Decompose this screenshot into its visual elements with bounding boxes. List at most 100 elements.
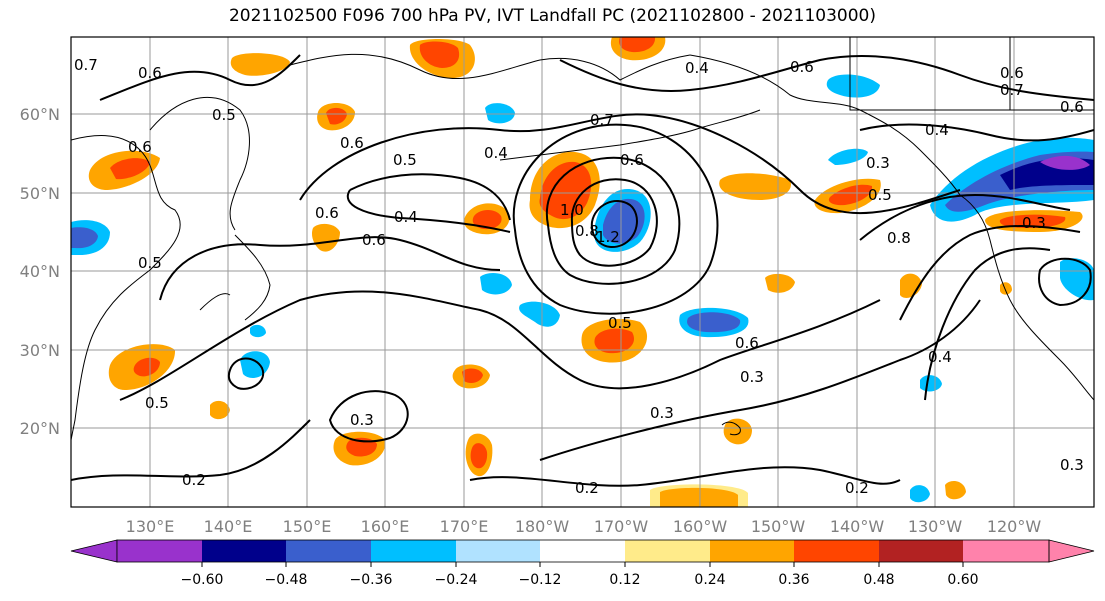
contour-label: 0.2 <box>575 479 599 497</box>
shade-pos-1b <box>472 210 502 230</box>
contour-label: 1.0 <box>560 201 584 219</box>
shade-pos-8b <box>419 41 460 68</box>
map-title: 2021102500 F096 700 hPa PV, IVT Landfall… <box>228 6 876 26</box>
map-area: 0.6 0.7 0.5 0.6 0.6 0.5 0.4 0.5 0.6 0.4 … <box>71 37 1094 507</box>
lon-label: 150°W <box>751 517 806 536</box>
lat-label: 20°N <box>20 419 60 438</box>
contour-labels: 0.6 0.7 0.5 0.6 0.6 0.5 0.4 0.5 0.6 0.4 … <box>74 56 1084 497</box>
contour-label: 0.5 <box>212 106 236 124</box>
colorbar-tick-label: 0.48 <box>863 572 894 588</box>
colorbar-bin <box>794 540 879 562</box>
contour-label: 0.6 <box>735 334 759 352</box>
colorbar-tick-label: 0.36 <box>778 572 809 588</box>
coast-alaska <box>689 54 961 196</box>
contour-label: 0.5 <box>138 254 162 272</box>
contour-label: 0.2 <box>845 479 869 497</box>
lon-label: 180°W <box>515 517 570 536</box>
shade-pos-13b <box>470 443 488 469</box>
contour-low-2 <box>570 178 658 267</box>
coast-kamchatka <box>149 96 250 231</box>
shade-pos-3b <box>828 184 873 206</box>
coast-asia <box>71 135 181 441</box>
lat-label: 60°N <box>20 105 60 124</box>
colorbar-tick-label: 0.60 <box>947 572 978 588</box>
contour-label: 0.6 <box>128 138 152 156</box>
shade-neg-pnw-4 <box>1040 155 1090 170</box>
contour-label: 0.6 <box>362 231 386 249</box>
contour-label: 0.3 <box>740 368 764 386</box>
colorbar-bin <box>117 540 202 562</box>
contour-label: 0.3 <box>1022 214 1046 232</box>
lon-label: 160°W <box>673 517 728 536</box>
contour-02-west <box>71 419 311 481</box>
shade-pos-15b <box>660 487 738 507</box>
shade-neg-9 <box>828 148 868 165</box>
contour-south-1 <box>119 290 881 401</box>
contour-north-2 <box>559 55 1094 101</box>
contour-label: 0.6 <box>1000 64 1024 82</box>
contour-05 <box>299 113 961 215</box>
contour-label: 0.8 <box>887 229 911 247</box>
contour-label: 0.4 <box>685 59 709 77</box>
contour-low-4 <box>512 123 719 315</box>
colorbar-bin <box>879 540 963 562</box>
contour-label: 0.6 <box>1060 98 1084 116</box>
shade-neg-3 <box>519 301 560 327</box>
contour-east-2 <box>899 225 1081 321</box>
shade-pos-21 <box>945 480 966 500</box>
colorbar: −0.60 −0.48 −0.36 −0.24 −0.12 0.12 0.24 … <box>70 539 1095 588</box>
contour-label: 0.6 <box>620 151 644 169</box>
coast-canada <box>849 37 1094 111</box>
shade-pos-22 <box>1000 282 1012 295</box>
contour-label: 0.4 <box>928 348 952 366</box>
shade-pos-low-2 <box>539 161 592 220</box>
colorbar-bin <box>625 540 710 562</box>
contour-label: 0.7 <box>1000 81 1024 99</box>
lon-label: 160°E <box>361 517 410 536</box>
lon-labels: 130°E 140°E 150°E 160°E 170°E 180°W 170°… <box>126 517 1042 536</box>
lat-label: 40°N <box>20 262 60 281</box>
colorbar-bin <box>202 540 286 562</box>
contour-label: 0.3 <box>650 404 674 422</box>
lat-label: 30°N <box>20 341 60 360</box>
shade-pos-9b <box>619 37 656 53</box>
colorbar-tick-label: −0.24 <box>435 572 478 588</box>
contour-low-inner <box>590 200 638 248</box>
colorbar-extend-high <box>1048 539 1095 563</box>
shade-neg-12 <box>250 324 266 338</box>
shade-pos-6b <box>110 158 150 180</box>
shade-pos-11b <box>133 357 160 377</box>
shade-pos-16 <box>723 418 752 445</box>
colorbar-extend-low <box>70 539 118 563</box>
shade-neg-11 <box>910 485 930 503</box>
contour-label: 0.5 <box>393 151 417 169</box>
colorbar-tick-label: 0.24 <box>694 572 725 588</box>
contour-north-3 <box>859 123 1094 142</box>
contour-east-3 <box>924 247 1051 401</box>
contour-label: 0.4 <box>394 208 418 226</box>
shade-pos-2 <box>719 173 791 200</box>
colorbar-tick-label: −0.36 <box>350 572 393 588</box>
contour-label: 0.3 <box>1060 456 1084 474</box>
contour-east-1 <box>859 193 1071 241</box>
shade-neg-5b <box>71 227 98 249</box>
shade-neg-4 <box>480 273 512 295</box>
lon-label: 140°E <box>204 517 253 536</box>
coast-japan <box>199 234 271 321</box>
colorbar-bin <box>710 540 794 562</box>
contour-label: 0.3 <box>866 154 890 172</box>
contour-label: 0.4 <box>925 121 949 139</box>
pv-contours <box>71 54 1094 487</box>
lat-label: 50°N <box>20 184 60 203</box>
coast-aleutians <box>499 109 761 161</box>
colorbar-tick-label: −0.48 <box>265 572 308 588</box>
contour-label: 0.7 <box>74 56 98 74</box>
lat-labels: 60°N 50°N 40°N 30°N 20°N <box>20 105 60 438</box>
colorbar-tick-label: 0.12 <box>609 572 640 588</box>
shade-neg-8 <box>826 74 880 98</box>
colorbar-bin <box>286 540 371 562</box>
lon-label: 130°E <box>126 517 175 536</box>
shade-neg-10 <box>920 375 942 392</box>
contour-label: 0.7 <box>590 111 614 129</box>
